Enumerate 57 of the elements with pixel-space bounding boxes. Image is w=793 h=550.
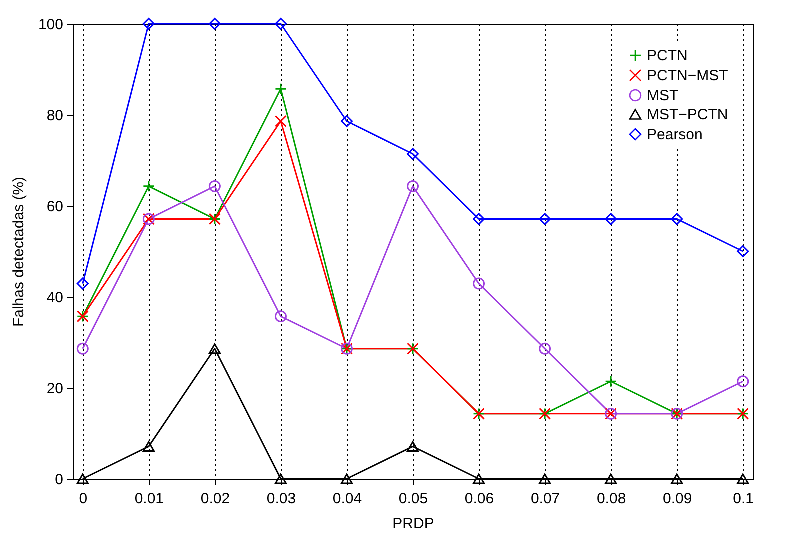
point xyxy=(76,474,89,484)
x-tick-label: 0 xyxy=(79,490,88,508)
legend-label: MST xyxy=(647,88,679,104)
point xyxy=(142,180,155,192)
point xyxy=(605,474,618,484)
point xyxy=(76,342,89,355)
point xyxy=(605,376,618,388)
x-tick-label: 0.09 xyxy=(662,490,692,508)
point xyxy=(274,83,287,96)
x-tick-label: 0.04 xyxy=(332,490,362,508)
point xyxy=(76,278,89,290)
point xyxy=(737,246,750,258)
point xyxy=(407,180,419,192)
y-tick-label: 20 xyxy=(46,380,64,398)
x-tick-label: 0.03 xyxy=(266,490,296,508)
point xyxy=(274,474,287,484)
point xyxy=(539,213,552,226)
x-tick-label: 0.06 xyxy=(464,490,494,508)
point xyxy=(407,148,419,160)
x-tick-label: 0.01 xyxy=(134,490,164,508)
y-tick-label: 80 xyxy=(46,108,64,124)
legend-label: PCTN xyxy=(647,48,688,64)
point xyxy=(274,115,287,128)
point xyxy=(274,310,287,323)
y-tick-label: 100 xyxy=(38,16,64,34)
point xyxy=(142,441,155,452)
y-tick-label: 60 xyxy=(46,198,64,216)
point xyxy=(208,18,221,30)
point xyxy=(340,115,353,128)
point xyxy=(473,213,486,226)
point xyxy=(473,474,486,484)
point xyxy=(407,441,419,452)
point xyxy=(274,18,287,30)
x-tick-label: 0.1 xyxy=(733,490,754,508)
point xyxy=(605,213,618,226)
x-tick-label: 0.07 xyxy=(530,490,560,508)
x-tick-label: 0.08 xyxy=(596,490,626,508)
point xyxy=(737,474,750,484)
point xyxy=(671,213,684,226)
point xyxy=(539,474,552,484)
y-tick-label: 0 xyxy=(55,472,64,488)
point xyxy=(142,18,155,30)
legend-label: PCTN−MST xyxy=(647,68,728,84)
x-tick-label: 0.05 xyxy=(398,490,428,508)
x-axis-title: PRDP xyxy=(392,516,434,532)
x-tick-label: 0.02 xyxy=(200,490,230,508)
y-axis-title: Falhas detectadas (%) xyxy=(10,176,28,328)
point xyxy=(737,376,750,388)
legend-label: Pearson xyxy=(647,126,703,144)
point xyxy=(671,474,684,484)
y-tick-label: 40 xyxy=(46,290,64,306)
point xyxy=(473,278,486,290)
point xyxy=(208,180,221,192)
legend-label: MST−PCTN xyxy=(647,106,728,124)
point xyxy=(539,342,552,355)
point xyxy=(208,344,221,354)
point xyxy=(340,474,353,484)
